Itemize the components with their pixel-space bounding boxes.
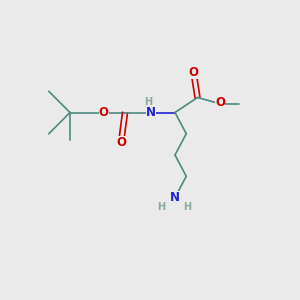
Text: H: H <box>157 202 165 212</box>
Text: H: H <box>144 97 152 107</box>
Text: N: N <box>170 191 180 204</box>
Text: O: O <box>215 96 225 109</box>
Text: N: N <box>146 106 156 119</box>
Text: H: H <box>183 202 191 212</box>
Text: O: O <box>189 66 199 79</box>
Text: O: O <box>116 136 126 149</box>
Text: O: O <box>99 106 109 119</box>
